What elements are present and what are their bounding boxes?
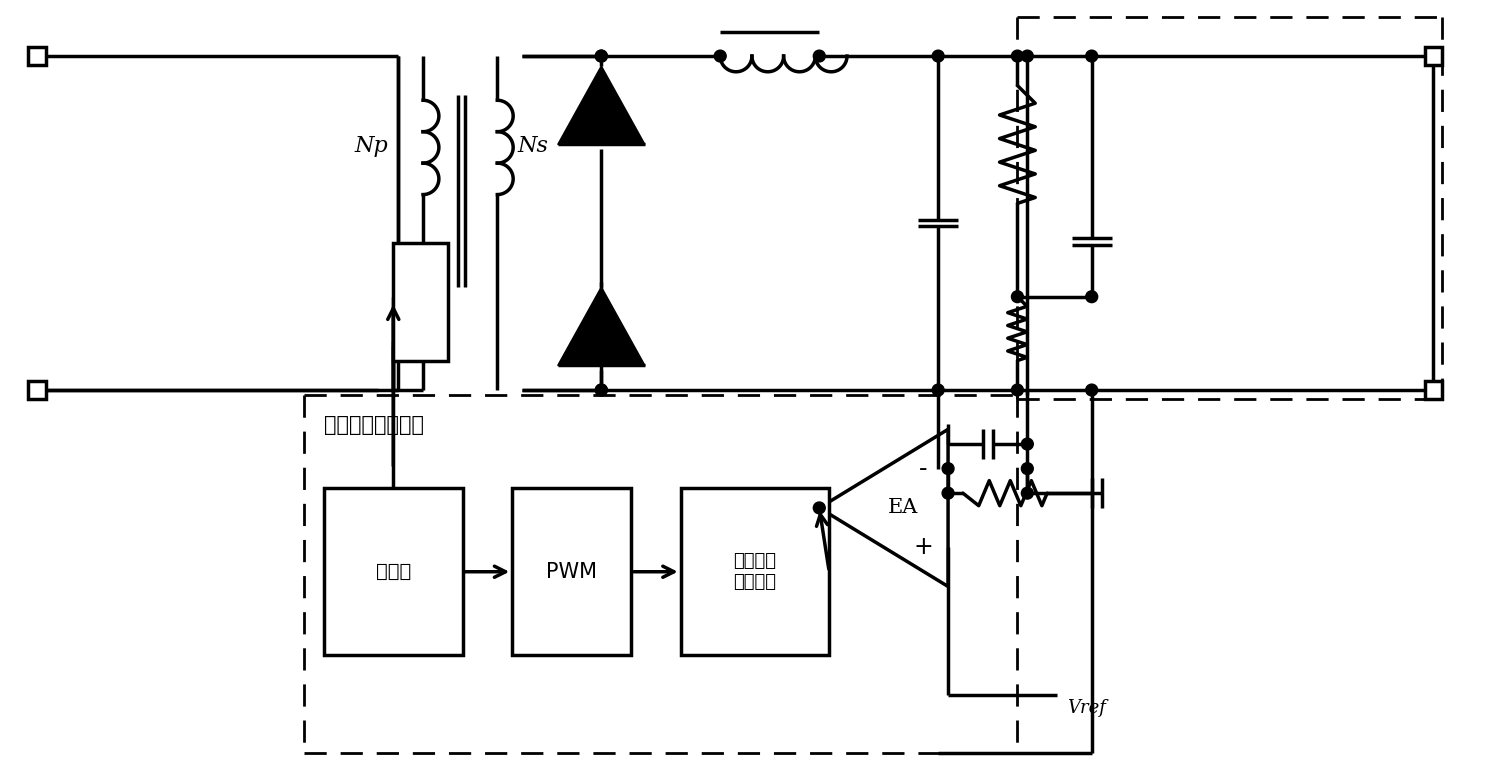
Circle shape <box>1021 463 1033 474</box>
Bar <box>681 489 829 655</box>
Circle shape <box>715 50 727 62</box>
Polygon shape <box>557 66 645 144</box>
Text: Ns: Ns <box>517 135 548 157</box>
Text: -: - <box>918 456 927 481</box>
Bar <box>1425 381 1443 399</box>
Circle shape <box>596 50 608 62</box>
Circle shape <box>596 384 608 396</box>
Circle shape <box>942 487 954 499</box>
Bar <box>513 489 632 655</box>
Text: 隔离传输
（放大）: 隔离传输 （放大） <box>734 552 776 591</box>
Circle shape <box>1086 290 1098 302</box>
Text: +: + <box>914 536 933 559</box>
Circle shape <box>1021 487 1033 499</box>
Circle shape <box>942 463 954 474</box>
Bar <box>324 489 462 655</box>
Circle shape <box>932 50 944 62</box>
Text: Np: Np <box>355 135 388 157</box>
Circle shape <box>813 502 825 514</box>
Bar <box>28 47 46 65</box>
Bar <box>394 243 447 360</box>
Text: EA: EA <box>889 499 918 518</box>
Polygon shape <box>557 287 645 366</box>
Text: 系统反馈控制部分: 系统反馈控制部分 <box>324 414 424 435</box>
Text: Vref: Vref <box>1067 699 1106 717</box>
Circle shape <box>932 384 944 396</box>
Circle shape <box>1012 50 1024 62</box>
Circle shape <box>1021 438 1033 450</box>
Circle shape <box>596 384 608 396</box>
Circle shape <box>1021 50 1033 62</box>
Bar <box>1425 47 1443 65</box>
Circle shape <box>596 50 608 62</box>
Circle shape <box>1086 384 1098 396</box>
Text: 驱动器: 驱动器 <box>376 562 412 581</box>
Bar <box>28 381 46 399</box>
Text: PWM: PWM <box>547 561 597 582</box>
Circle shape <box>813 50 825 62</box>
Circle shape <box>1012 384 1024 396</box>
Circle shape <box>1012 290 1024 302</box>
Circle shape <box>1086 50 1098 62</box>
